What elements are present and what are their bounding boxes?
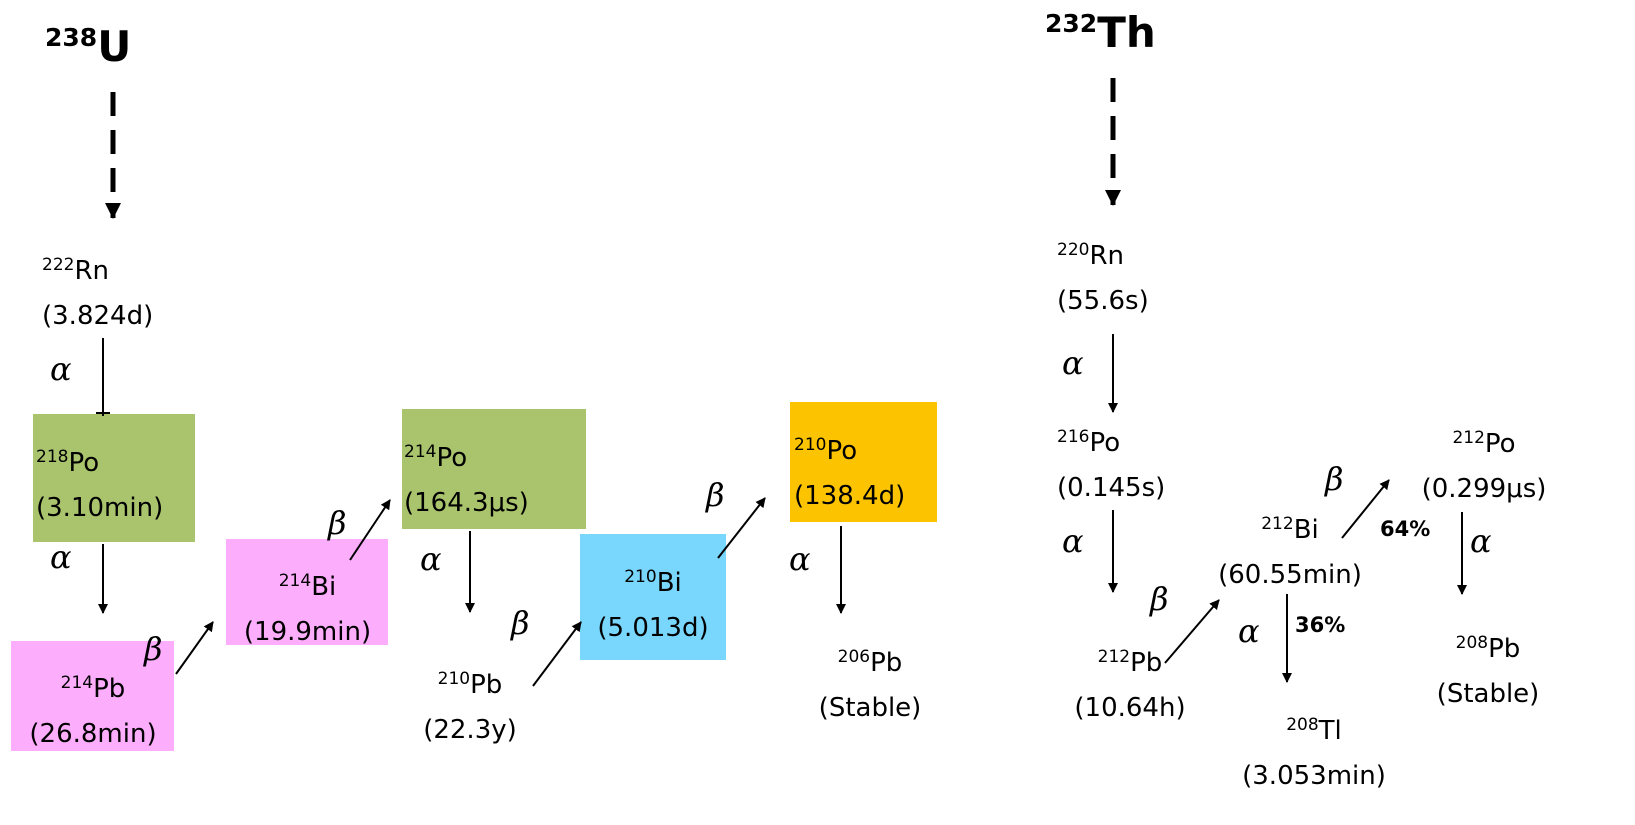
half-life: (5.013d) [597, 613, 709, 643]
arrow-bi212-po212 [1341, 479, 1390, 539]
nuclide-name: 212Pb [1097, 647, 1163, 678]
nuclide-name: 218Po [36, 447, 100, 478]
half-life: (0.145s) [1057, 473, 1166, 503]
box-bi214 [226, 539, 388, 645]
alpha-label: α [1470, 522, 1492, 560]
alpha-label: α [420, 540, 442, 578]
node-bi214: 214Bi (19.9min) [230, 566, 385, 653]
alpha-label: α [50, 350, 72, 388]
arrow-pb214-bi214 [175, 621, 214, 675]
arrow-bi214-po214 [349, 499, 391, 561]
alpha-label: α [789, 540, 811, 578]
nuclide-name: 208Pb [1455, 633, 1521, 664]
branch-pct-beta: 64% [1380, 517, 1431, 541]
half-life: (3.824d) [42, 301, 154, 331]
half-life: (0.299μs) [1421, 474, 1547, 504]
node-bi212: 212Bi (60.55min) [1210, 509, 1370, 596]
node-tl208: 208Tl (3.053min) [1234, 710, 1394, 797]
beta-label: β [1325, 460, 1344, 498]
node-pb212: 212Pb (10.64h) [1060, 642, 1200, 729]
beta-label: β [144, 630, 163, 668]
half-life: (55.6s) [1057, 286, 1149, 316]
box-po218 [33, 414, 195, 542]
nuclide-name: 214Po [404, 442, 468, 473]
node-po216: 216Po (0.145s) [1057, 422, 1165, 509]
half-life: (3.10min) [36, 493, 164, 523]
half-life: (Stable) [1436, 679, 1540, 709]
node-pb214: 214Pb (26.8min) [18, 668, 168, 755]
half-life: (60.55min) [1218, 560, 1362, 590]
half-life: (22.3y) [423, 715, 517, 745]
nuclide-name: 210Pb [437, 669, 503, 700]
node-po218: 218Po (3.10min) [36, 442, 163, 529]
node-bi210: 210Bi (5.013d) [582, 562, 724, 649]
box-po214 [402, 409, 586, 529]
arrow-pb210-bi210 [532, 621, 582, 687]
half-life: (138.4d) [794, 481, 906, 511]
branch-pct-alpha: 36% [1295, 613, 1346, 637]
node-po214: 214Po (164.3μs) [404, 437, 529, 524]
beta-label: β [1150, 580, 1169, 618]
nuclide-name: 210Po [794, 435, 858, 466]
half-life: (164.3μs) [404, 488, 529, 518]
beta-label: β [328, 504, 347, 542]
arrow-pb212-bi212 [1164, 599, 1220, 664]
nuclide-name: 214Pb [60, 673, 126, 704]
beta-label: β [511, 604, 530, 642]
node-pb206: 206Pb (Stable) [800, 642, 940, 729]
alpha-label: α [50, 538, 72, 576]
node-po212: 212Po (0.299μs) [1400, 423, 1568, 510]
box-po210 [790, 402, 937, 522]
alpha-label: α [1062, 344, 1084, 382]
box-pb214 [11, 641, 174, 751]
nuclide-name: 216Po [1057, 427, 1121, 458]
alpha-label: α [1238, 612, 1260, 650]
box-bi210 [580, 534, 726, 660]
half-life: (3.053min) [1242, 761, 1386, 791]
nuclide-name: 212Bi [1261, 514, 1319, 545]
nuclide-name: 220Rn [1057, 240, 1124, 271]
node-pb210: 210Pb (22.3y) [400, 664, 540, 751]
beta-label: β [706, 476, 725, 514]
node-rn222: 222Rn (3.824d) [42, 250, 153, 337]
node-po210: 210Po (138.4d) [794, 430, 905, 517]
nuclide-name: 206Pb [837, 647, 903, 678]
nuclide-name: 214Bi [278, 571, 337, 602]
nuclide-name: 212Po [1452, 428, 1516, 459]
nuclide-name: 222Rn [42, 255, 109, 286]
node-pb208: 208Pb (Stable) [1418, 628, 1558, 715]
half-life: (26.8min) [29, 719, 157, 749]
u238-label: 238U [45, 22, 132, 71]
th232-label: 232Th [1045, 8, 1156, 57]
alpha-label: α [1062, 522, 1084, 560]
half-life: (10.64h) [1074, 693, 1186, 723]
half-life: (Stable) [818, 693, 922, 723]
nuclide-name: 208Tl [1286, 715, 1342, 746]
arrow-bi210-po210 [717, 497, 766, 559]
half-life: (19.9min) [243, 617, 372, 647]
nuclide-name: 210Bi [624, 567, 682, 598]
node-rn220: 220Rn (55.6s) [1057, 235, 1149, 322]
